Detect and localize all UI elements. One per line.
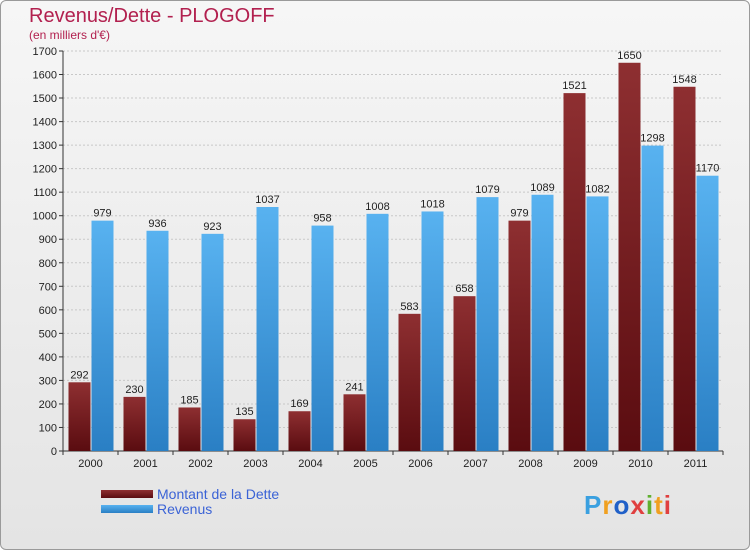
y-tick-label: 1000: [33, 211, 57, 223]
bar-revenue: [146, 230, 169, 451]
data-label-revenue: 936: [148, 218, 166, 230]
legend-swatch-debt: [101, 490, 153, 498]
bar-debt: [123, 396, 146, 451]
bar-debt: [178, 407, 201, 451]
data-label-debt: 1650: [617, 50, 641, 62]
data-label-revenue: 1298: [640, 133, 664, 145]
y-tick-label: 500: [39, 328, 57, 340]
y-tick-label: 1300: [33, 140, 57, 152]
y-tick-label: 400: [39, 352, 57, 364]
bar-debt: [618, 62, 641, 451]
data-label-debt: 583: [400, 301, 418, 313]
y-tick-label: 1400: [33, 117, 57, 129]
data-label-debt: 135: [235, 406, 253, 418]
data-label-revenue: 1170: [696, 163, 720, 175]
x-tick-label: 2005: [353, 458, 377, 470]
x-tick-label: 2002: [188, 458, 212, 470]
chart-subtitle: (en milliers d'€): [29, 28, 110, 42]
y-tick-label: 800: [39, 258, 57, 270]
bar-debt: [673, 86, 696, 451]
bar-revenue: [531, 194, 554, 451]
proxiti-logo: Proxiti: [584, 490, 672, 520]
y-tick-label: 600: [39, 305, 57, 317]
x-tick-label: 2010: [628, 458, 652, 470]
y-tick-label: 100: [39, 422, 57, 434]
x-tick-label: 2009: [573, 458, 597, 470]
data-label-revenue: 1018: [420, 198, 444, 210]
x-tick-label: 2003: [243, 458, 267, 470]
data-label-revenue: 1082: [585, 183, 609, 195]
bar-revenue: [91, 220, 114, 451]
grid-lines: [63, 50, 723, 452]
bar-debt: [343, 394, 366, 451]
bar-debt: [453, 296, 476, 451]
y-tick-label: 1600: [33, 70, 57, 82]
data-label-debt: 185: [180, 394, 198, 406]
y-tick-label: 1100: [33, 187, 57, 199]
data-label-debt: 1548: [672, 74, 696, 86]
legend-label-revenue: Revenus: [157, 501, 213, 517]
x-tick-label: 2007: [463, 458, 487, 470]
legend-swatch-revenue: [101, 505, 153, 513]
y-tick-label: 0: [51, 446, 57, 458]
bar-revenue: [421, 211, 444, 451]
y-tick-label: 700: [39, 281, 57, 293]
bar-debt: [398, 313, 421, 451]
data-label-debt: 241: [345, 381, 363, 393]
bar-debt: [508, 220, 531, 451]
bar-revenue: [476, 197, 499, 451]
data-label-revenue: 1008: [365, 201, 389, 213]
legend-label-debt: Montant de la Dette: [157, 486, 280, 502]
data-label-revenue: 923: [203, 221, 221, 233]
y-tick-label: 900: [39, 234, 57, 246]
data-label-debt: 979: [510, 208, 528, 220]
bar-revenue: [586, 196, 609, 451]
bar-debt: [233, 419, 256, 451]
axes: 0 100 200 300 400 500 600 700 800 900 1000 1100 1200…: [33, 46, 724, 470]
bar-debt: [288, 411, 311, 451]
data-label-revenue: 979: [93, 208, 111, 220]
chart-title: Revenus/Dette - PLOGOFF: [29, 5, 275, 27]
data-label-debt: 658: [455, 283, 473, 295]
data-label-debt: 230: [125, 384, 143, 396]
x-tick-label: 2008: [518, 458, 542, 470]
bar-debt: [68, 382, 91, 451]
data-label-debt: 1521: [562, 80, 586, 92]
x-tick-label: 2011: [684, 458, 708, 470]
y-tick-label: 1700: [33, 46, 57, 58]
y-tick-label: 1200: [33, 164, 57, 176]
data-labels: 292 979 230 936 185 923 135 1037 169 958 241 1008 58…: [70, 50, 719, 418]
x-tick-label: 2000: [78, 458, 102, 470]
data-label-debt: 292: [70, 369, 88, 381]
bar-revenue: [696, 175, 719, 452]
x-tick-label: 2006: [408, 458, 432, 470]
y-tick-label: 300: [39, 375, 57, 387]
bar-revenue: [256, 207, 279, 451]
bar-revenue: [641, 145, 664, 451]
bar-revenue: [311, 225, 334, 451]
bar-revenue: [366, 213, 389, 451]
bar-debt: [563, 93, 586, 451]
y-tick-label: 1500: [33, 93, 57, 105]
data-label-revenue: 1089: [530, 182, 554, 194]
y-tick-label: 200: [39, 399, 57, 411]
bars: [68, 62, 719, 452]
data-label-revenue: 1079: [475, 184, 499, 196]
bar-revenue: [201, 233, 224, 451]
data-label-debt: 169: [290, 398, 308, 410]
data-label-revenue: 958: [313, 213, 331, 225]
data-label-revenue: 1037: [255, 194, 279, 206]
x-tick-label: 2001: [133, 458, 157, 470]
x-tick-label: 2004: [298, 458, 322, 470]
